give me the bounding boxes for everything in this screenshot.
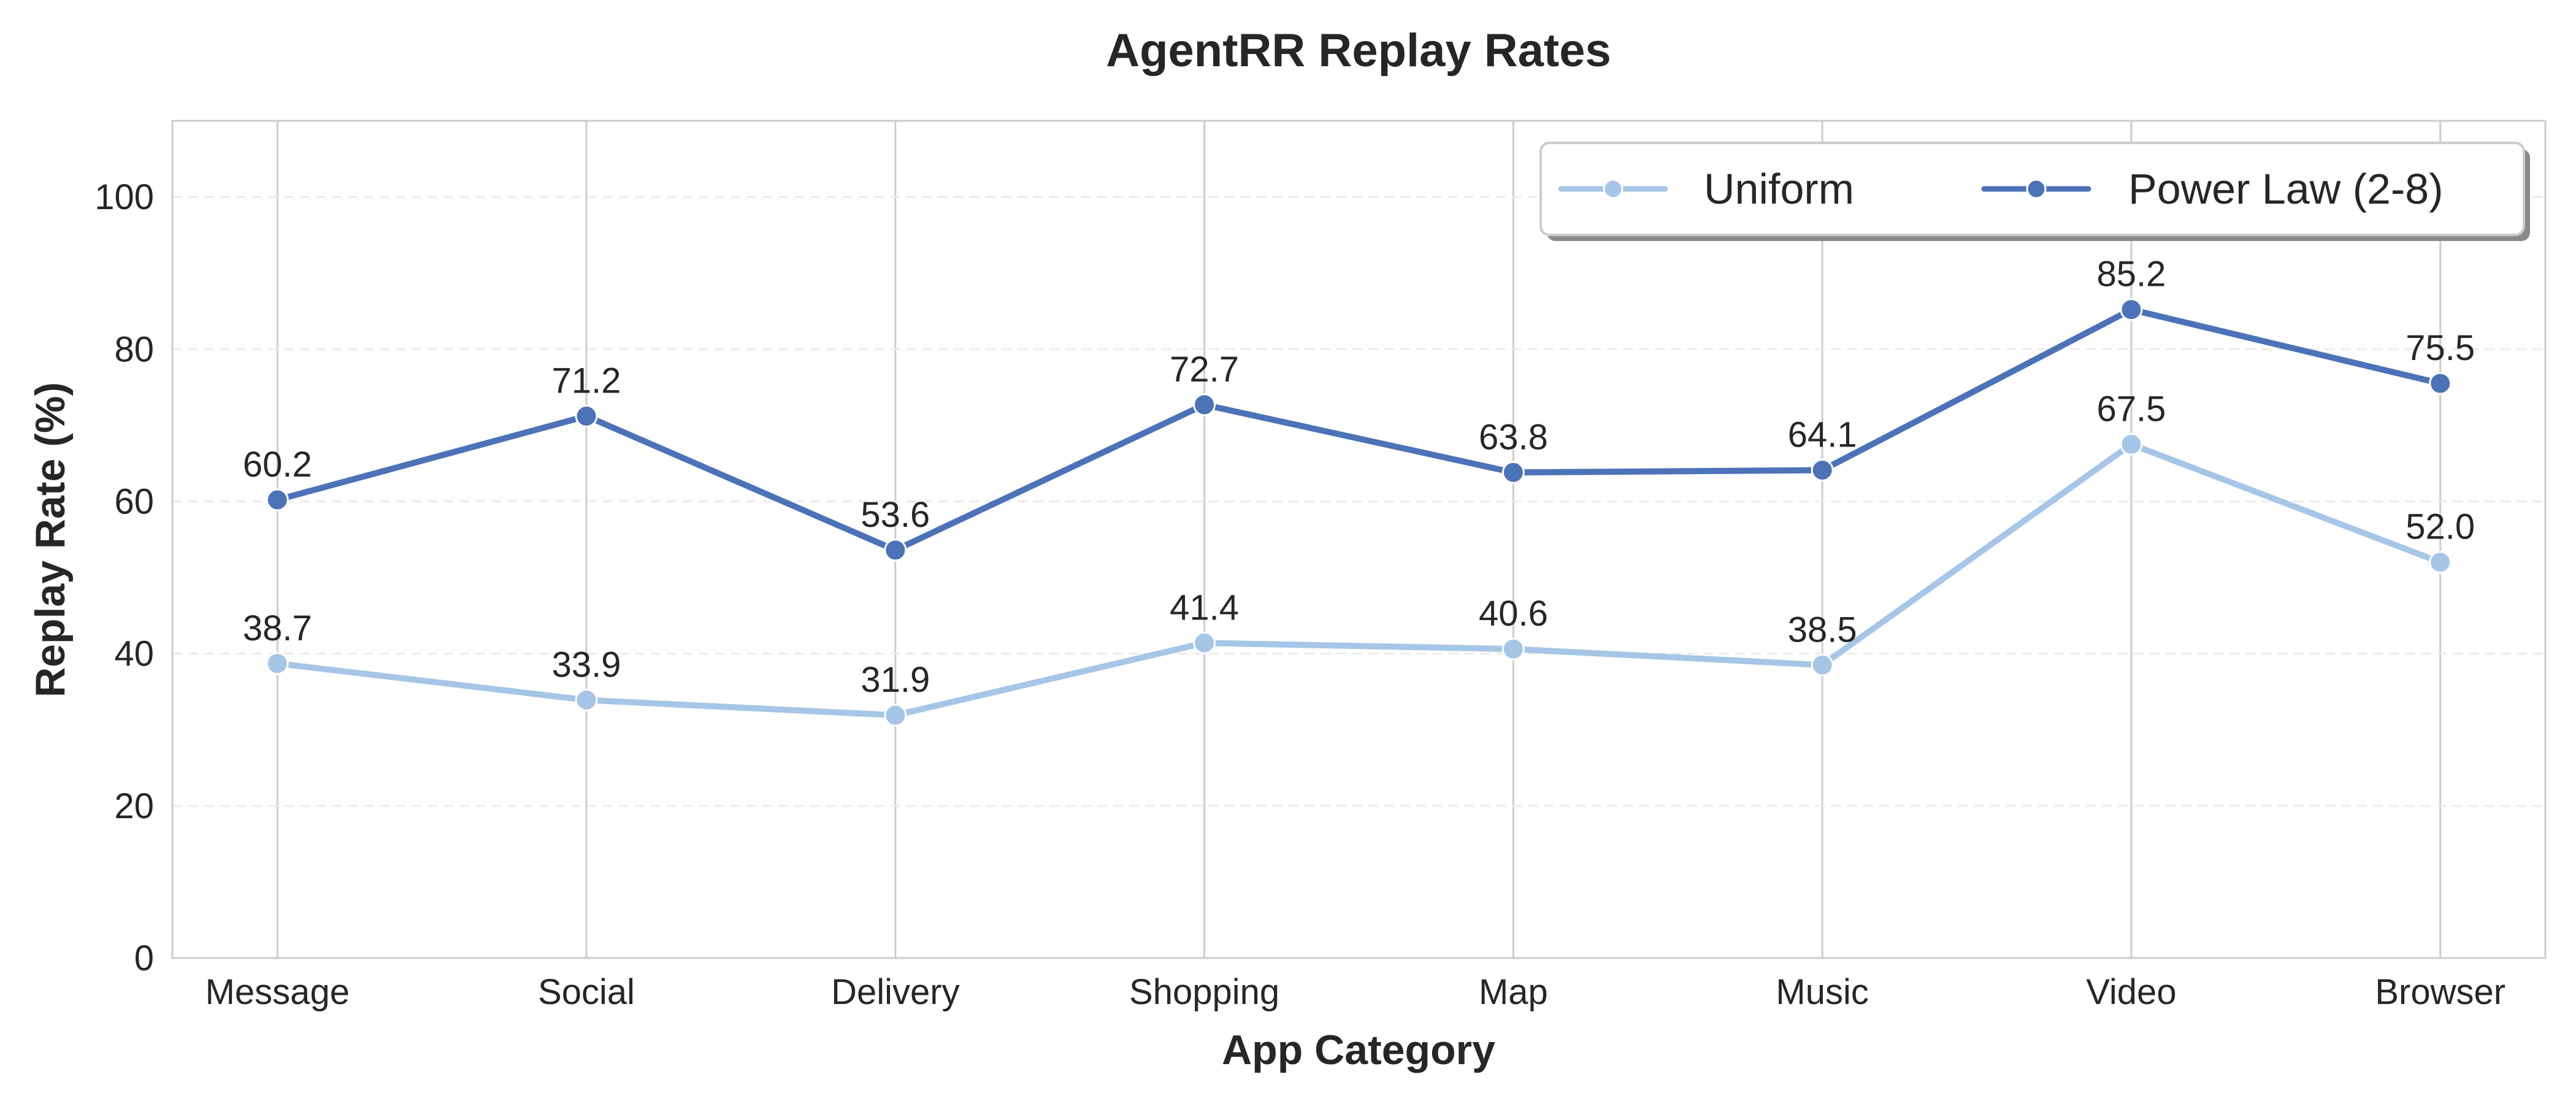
y-tick-label: 100 (94, 177, 154, 217)
x-tick-label: Browser (2375, 972, 2505, 1012)
y-tick-label: 80 (114, 329, 154, 369)
series-line-1 (276, 306, 2441, 553)
x-tick-label: Delivery (831, 972, 960, 1012)
legend-marker-power-law (2026, 178, 2047, 199)
data-point (884, 703, 907, 727)
data-point (266, 488, 289, 512)
data-label: 40.6 (1479, 594, 1548, 634)
data-label: 33.9 (552, 645, 621, 684)
series-line-0 (277, 441, 2442, 719)
data-point (1811, 653, 1834, 677)
data-label: 53.6 (861, 495, 930, 535)
x-tick-label: Map (1479, 972, 1548, 1012)
y-tick-label: 20 (114, 786, 154, 826)
chart-title: AgentRR Replay Rates (1106, 25, 1611, 77)
data-point (1811, 459, 1834, 482)
data-point (2120, 432, 2143, 456)
data-label: 71.2 (552, 361, 621, 401)
x-tick-label: Video (2086, 972, 2176, 1012)
data-label: 72.7 (1170, 350, 1239, 389)
data-label: 67.5 (2096, 389, 2166, 429)
data-label: 38.7 (243, 608, 312, 648)
data-point (575, 404, 598, 427)
y-tick-label: 40 (114, 634, 154, 674)
x-tick-label: Message (205, 972, 350, 1012)
data-point (1193, 631, 1216, 654)
data-point (2120, 298, 2143, 321)
legend-label-power-law: Power Law (2-8) (2128, 165, 2444, 213)
x-tick-label: Music (1776, 972, 1868, 1012)
y-tick-label: 60 (114, 481, 154, 521)
data-point (1193, 393, 1216, 416)
data-label: 31.9 (861, 660, 930, 700)
x-tick-label: Shopping (1129, 972, 1279, 1012)
data-label: 38.5 (1788, 610, 1857, 650)
data-point (575, 688, 598, 711)
data-point (2429, 551, 2452, 574)
data-label: 85.2 (2096, 255, 2166, 294)
data-label: 52.0 (2405, 507, 2475, 547)
data-point (2429, 372, 2452, 395)
data-label: 75.5 (2405, 328, 2475, 368)
data-point (266, 652, 289, 675)
data-label: 41.4 (1170, 588, 1239, 627)
plot-frame (171, 120, 2547, 959)
data-label: 60.2 (243, 445, 312, 485)
legend-marker-uniform (1603, 178, 1623, 199)
data-point (1501, 637, 1525, 661)
legend-label-uniform: Uniform (1704, 165, 1854, 213)
x-tick-label: Social (538, 972, 635, 1012)
y-axis-label: Replay Rate (%) (27, 382, 74, 697)
data-label: 64.1 (1788, 415, 1857, 455)
data-label: 63.8 (1479, 417, 1548, 457)
x-axis-label: App Category (1222, 1027, 1495, 1073)
data-point (1501, 461, 1525, 484)
data-point (884, 539, 907, 562)
y-tick-label: 0 (134, 938, 154, 978)
legend: Uniform Power Law (2-8) (1539, 142, 2530, 241)
